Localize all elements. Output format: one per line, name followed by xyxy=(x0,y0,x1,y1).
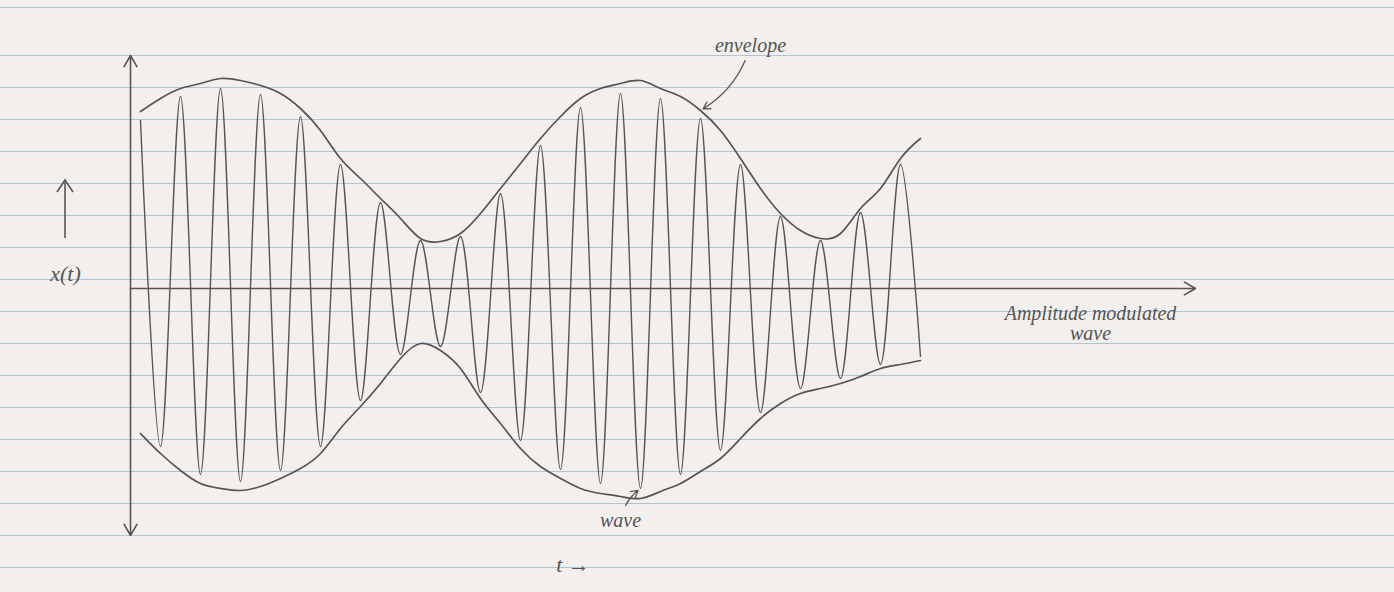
svg-text:envelope: envelope xyxy=(715,34,786,57)
svg-text:Amplitude modulatedwave: Amplitude modulatedwave xyxy=(1003,302,1178,344)
svg-text:wave: wave xyxy=(600,509,641,531)
svg-text:t →: t → xyxy=(556,552,590,577)
svg-text:x(t): x(t) xyxy=(49,261,81,286)
